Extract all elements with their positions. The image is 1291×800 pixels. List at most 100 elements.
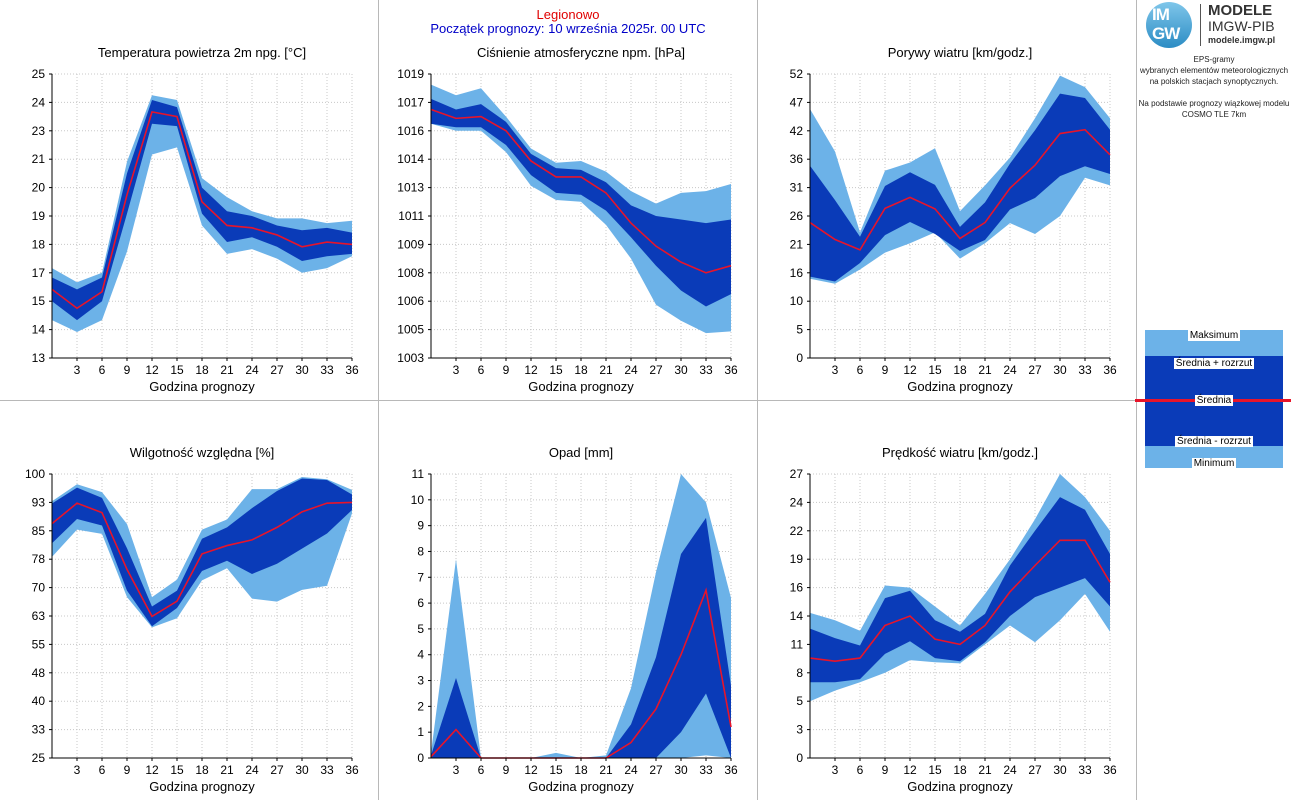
chart-title: Porywy wiatru [km/godz.] <box>888 45 1033 60</box>
x-tick-label: 30 <box>295 363 309 377</box>
desc-line-5: COSMO TLE 7km <box>1181 110 1247 119</box>
y-tick-label: 23 <box>32 124 46 138</box>
chart-panel-4: Wilgotność względna [%]3 6 9 12 15 18 21 24 27 30… <box>25 445 359 794</box>
x-tick-label: 9 <box>503 763 510 777</box>
y-tick-label: 27 <box>790 467 804 481</box>
chart-panel-1: Temperatura powietrza 2m npg. [°C]3 6 9 12 1… <box>32 45 359 394</box>
forecast-start: Początek prognozy: 10 września 2025r. 00… <box>430 21 706 36</box>
y-tick-label: 10 <box>411 493 425 507</box>
logo-separator <box>1200 4 1201 46</box>
x-tick-label: 27 <box>1028 363 1042 377</box>
x-tick-label: 12 <box>903 763 917 777</box>
x-tick-label: 27 <box>270 363 284 377</box>
band-mean-spread <box>810 93 1110 282</box>
y-tick-label: 15 <box>32 294 46 308</box>
y-tick-label: 9 <box>417 519 424 533</box>
chart-header: Legionowo Początek prognozy: 10 września… <box>379 8 757 36</box>
y-tick-label: 14 <box>790 609 804 623</box>
y-tick-label: 85 <box>32 524 46 538</box>
x-tick-label: 30 <box>674 763 688 777</box>
x-tick-label: 27 <box>649 763 663 777</box>
x-tick-label: 12 <box>145 763 159 777</box>
legend-mean-label: Średnia <box>1194 395 1234 406</box>
chart-title: Opad [mm] <box>549 445 613 460</box>
y-tick-label: 70 <box>32 581 46 595</box>
x-tick-label: 27 <box>270 763 284 777</box>
y-tick-label: 14 <box>32 323 46 337</box>
x-tick-label: 6 <box>857 763 864 777</box>
x-tick-label: 33 <box>320 763 334 777</box>
x-tick-label: 3 <box>453 363 460 377</box>
y-tick-label: 42 <box>790 124 804 138</box>
y-tick-label: 1003 <box>397 351 424 365</box>
x-tick-label: 12 <box>903 363 917 377</box>
x-tick-label: 6 <box>857 363 864 377</box>
y-tick-label: 100 <box>25 467 45 481</box>
y-tick-label: 4 <box>417 648 424 662</box>
y-tick-label: 33 <box>32 723 46 737</box>
x-tick-label: 18 <box>953 763 967 777</box>
y-tick-label: 1005 <box>397 323 424 337</box>
band-mean-spread <box>52 100 352 321</box>
desc-line-4: Na podstawie prognozy wiązkowej modelu <box>1138 99 1290 108</box>
chart-panel-5: Opad [mm]3 6 9 12 15 18 21 24 27 30 33 360123456789… <box>411 445 738 794</box>
x-tick-label: 36 <box>724 763 738 777</box>
chart-panel-2: Ciśnienie atmosferyczne npm. [hPa]3 6 9 12 1… <box>397 45 738 394</box>
x-tick-label: 30 <box>1053 363 1067 377</box>
brand-line-2: IMGW-PIB <box>1208 18 1275 34</box>
band-mean-spread <box>431 517 731 758</box>
x-tick-label: 36 <box>1103 763 1117 777</box>
x-tick-label: 21 <box>978 763 992 777</box>
x-tick-label: 33 <box>1078 763 1092 777</box>
x-tick-label: 15 <box>928 363 942 377</box>
y-tick-label: 3 <box>796 723 803 737</box>
chart-title: Prędkość wiatru [km/godz.] <box>882 445 1038 460</box>
x-tick-label: 15 <box>928 763 942 777</box>
x-tick-label: 21 <box>220 363 234 377</box>
y-tick-label: 11 <box>412 467 425 481</box>
y-tick-label: 1017 <box>397 95 424 109</box>
y-tick-label: 7 <box>417 570 424 584</box>
divider-horizontal <box>0 400 1136 401</box>
brand-url[interactable]: modele.imgw.pl <box>1208 35 1276 45</box>
desc-line-1: EPS-gramy <box>1193 55 1235 64</box>
chart-title: Temperatura powietrza 2m npg. [°C] <box>98 45 306 60</box>
legend-max-label: Maksimum <box>1187 330 1241 341</box>
y-tick-label: 19 <box>790 552 804 566</box>
legend-mean-plus-label: Średnia + rozrzut <box>1173 358 1255 369</box>
x-tick-label: 24 <box>624 763 638 777</box>
y-tick-label: 3 <box>417 674 424 688</box>
y-tick-label: 21 <box>32 152 46 166</box>
imgw-logo[interactable]: IM GW MODELE IMGW-PIB modele.imgw.pl <box>1146 2 1288 48</box>
station-name: Legionowo <box>536 7 600 22</box>
x-tick-label: 33 <box>699 363 713 377</box>
chart-title: Ciśnienie atmosferyczne npm. [hPa] <box>477 45 685 60</box>
brand-line-1: MODELE <box>1208 2 1273 19</box>
x-tick-label: 18 <box>953 363 967 377</box>
x-tick-label: 12 <box>524 763 538 777</box>
y-tick-label: 5 <box>417 622 424 636</box>
x-tick-label: 9 <box>882 763 889 777</box>
y-tick-label: 5 <box>796 323 803 337</box>
x-tick-label: 18 <box>195 763 209 777</box>
x-tick-label: 36 <box>345 363 359 377</box>
x-tick-label: 9 <box>503 363 510 377</box>
band-min-max <box>431 84 731 334</box>
x-tick-label: 24 <box>245 763 259 777</box>
x-tick-label: 21 <box>220 763 234 777</box>
y-tick-label: 1019 <box>397 67 424 81</box>
x-tick-label: 15 <box>549 363 563 377</box>
y-tick-label: 93 <box>32 495 46 509</box>
y-tick-label: 8 <box>417 544 424 558</box>
y-tick-label: 1 <box>417 725 424 739</box>
x-tick-label: 36 <box>345 763 359 777</box>
legend-min-label: Minimum <box>1191 458 1237 469</box>
y-tick-label: 18 <box>32 237 46 251</box>
x-tick-label: 18 <box>574 763 588 777</box>
x-tick-label: 3 <box>832 363 839 377</box>
x-tick-label: 6 <box>478 363 485 377</box>
y-tick-label: 0 <box>417 751 424 765</box>
y-tick-label: 1013 <box>397 181 424 195</box>
y-tick-label: 48 <box>32 666 46 680</box>
x-tick-label: 15 <box>549 763 563 777</box>
